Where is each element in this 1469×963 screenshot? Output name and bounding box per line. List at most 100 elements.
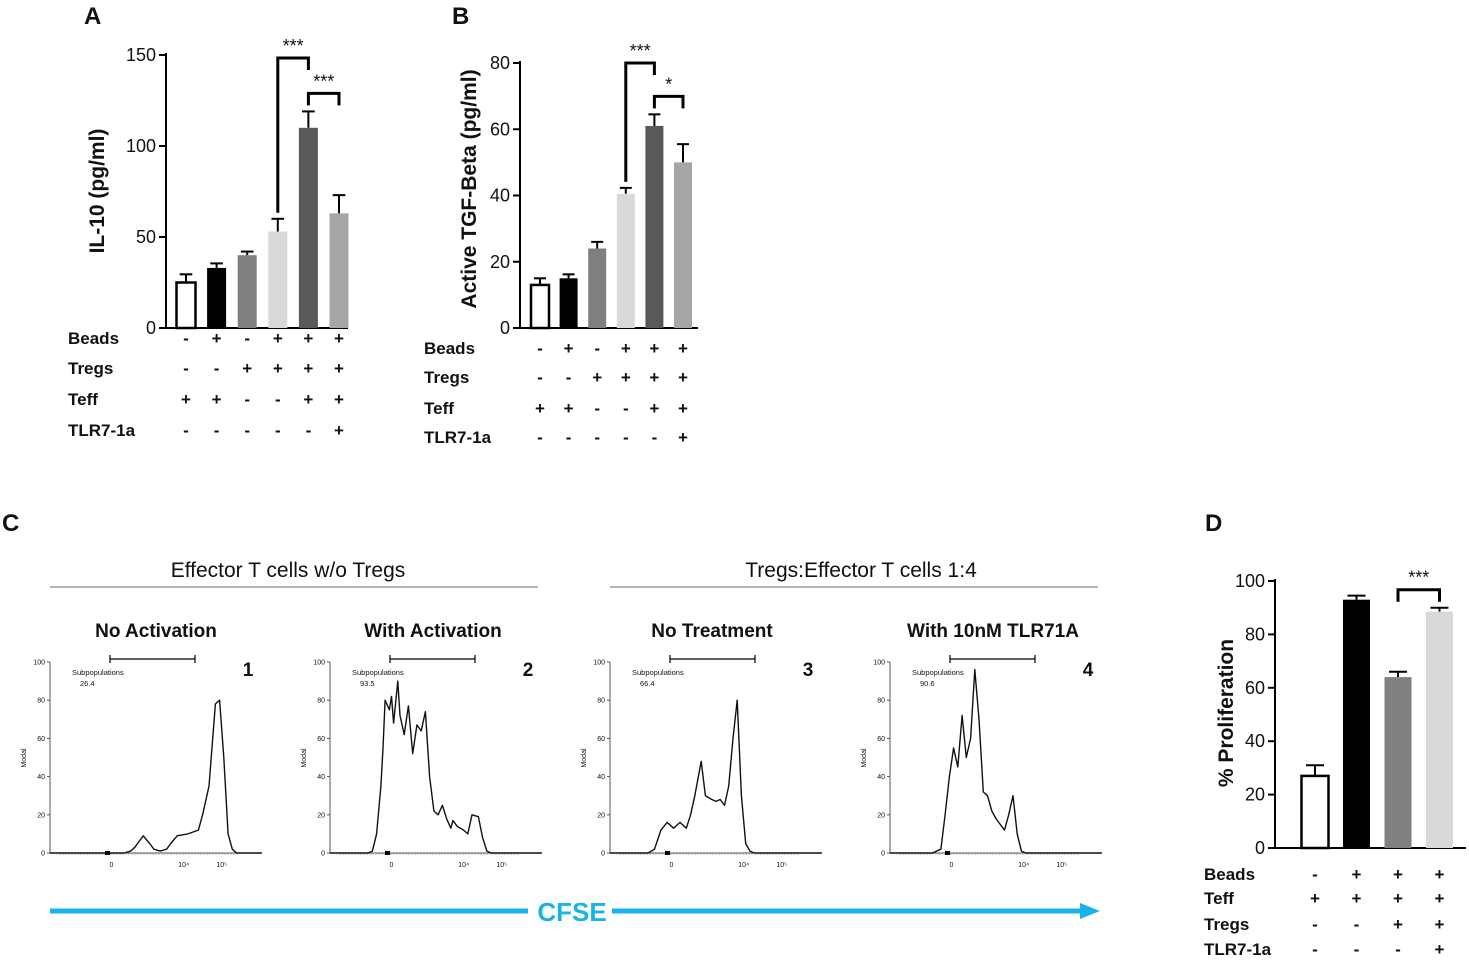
panel-a-significance-bracket <box>276 56 310 213</box>
panel-b-condition-sign: - <box>537 339 543 358</box>
panel-d-bar <box>1426 611 1453 848</box>
histogram-y-tick-label: 80 <box>597 698 605 705</box>
panel-b-condition-sign: - <box>623 399 629 418</box>
panel-b-condition-sign: + <box>649 368 659 387</box>
panel-d-condition-label: Beads <box>1204 865 1255 884</box>
histogram-x-tick-label: 10⁵ <box>776 862 787 869</box>
panel-a-significance-bracket <box>306 91 341 106</box>
group-title-with-tregs: Tregs:Effector T cells 1:4 <box>745 559 977 582</box>
cfse-label: CFSE <box>537 897 606 927</box>
histogram-gate-value: 66.4 <box>640 679 655 688</box>
panel-b-condition-sign: - <box>537 428 543 447</box>
histogram-y-tick-label: 20 <box>37 812 45 819</box>
panel-b-bar <box>588 248 607 328</box>
panel-a-y-axis-title: IL-10 (pg/ml) <box>86 129 109 254</box>
panel-b-condition-sign: + <box>678 399 688 418</box>
panel-b-condition-sign: + <box>649 339 659 358</box>
panel-b-condition-sign: - <box>652 428 658 447</box>
histogram-x-tick-label: 10⁵ <box>216 862 227 869</box>
panel-d-y-axis-title: % Proliferation <box>1215 639 1238 787</box>
panel-d-condition-sign: + <box>1393 865 1403 884</box>
panel-b-condition-sign: + <box>678 339 688 358</box>
panel-d-significance-label: *** <box>1408 568 1429 588</box>
panel-d-y-tick-label: 80 <box>1245 624 1265 644</box>
panel-b-bar <box>529 283 551 330</box>
panel-a-condition-sign: + <box>273 359 283 378</box>
panel-a-y-tick-label: 0 <box>146 318 156 338</box>
panel-b-condition-sign: + <box>564 399 574 418</box>
panel-a-condition-sign: + <box>334 390 344 409</box>
panel-label-b: B <box>452 3 469 30</box>
histogram-title: No Treatment <box>651 621 773 642</box>
histogram-origin-marker <box>385 851 390 855</box>
panel-d-condition-label: TLR7-1a <box>1204 940 1272 959</box>
panel-a-condition-sign: - <box>244 329 250 348</box>
panel-d-condition-sign: - <box>1312 865 1318 884</box>
histogram-gate-bracket <box>949 655 1036 663</box>
histogram-y-tick-label: 60 <box>37 736 45 743</box>
histogram-number: 1 <box>243 660 254 681</box>
histogram-number: 3 <box>803 660 814 681</box>
panel-a-condition-sign: + <box>181 390 191 409</box>
panel-b-condition-label: Beads <box>424 339 475 358</box>
panel-a-bar <box>175 281 197 330</box>
histogram-gate-bracket <box>389 655 476 663</box>
panel-b-significance-label: * <box>665 74 672 94</box>
panel-a-bar <box>268 231 288 328</box>
panel-b-significance-bracket <box>652 94 685 109</box>
panel-label-a: A <box>84 3 101 30</box>
panel-b-significance-bracket <box>624 61 656 182</box>
panel-d-condition-sign: + <box>1435 915 1445 934</box>
histogram-title: With 10nM TLR71A <box>907 621 1079 642</box>
panel-b-condition-sign: + <box>678 428 688 447</box>
histogram-gate-label: Subpopulations <box>912 668 964 677</box>
panel-d-condition-sign: + <box>1393 889 1403 908</box>
panel-b-y-tick-label: 0 <box>500 318 510 338</box>
histogram-y-tick-label: 40 <box>877 774 885 781</box>
panel-b-bar <box>645 125 664 328</box>
histogram-gate-bracket <box>109 655 196 663</box>
panel-a-bar <box>207 267 227 328</box>
panel-b-condition-sign: - <box>594 339 600 358</box>
histogram-title: With Activation <box>364 621 501 642</box>
histogram-y-tick-label: 40 <box>37 774 45 781</box>
panel-d-bar <box>1384 677 1412 848</box>
panel-a-condition-sign: - <box>183 329 189 348</box>
panel-label-c: C <box>2 510 19 537</box>
histogram-y-axis-title: Modal <box>861 748 868 768</box>
panel-b-significance-label: *** <box>630 41 651 61</box>
panel-b-condition-sign: - <box>594 399 600 418</box>
panel-a-bar <box>329 213 349 328</box>
histogram-y-tick-label: 60 <box>317 736 325 743</box>
panel-b-bar <box>559 278 578 328</box>
panel-d-condition-label: Tregs <box>1204 915 1249 934</box>
histogram-y-tick-label: 40 <box>317 774 325 781</box>
panel-a-condition-sign: + <box>334 359 344 378</box>
panel-a-condition-label: Beads <box>68 329 119 348</box>
histogram-gate-bracket <box>669 655 756 663</box>
panel-a-y-tick-label: 50 <box>136 227 156 247</box>
panel-b-condition-sign: + <box>621 339 631 358</box>
panel-a-bar <box>298 127 318 328</box>
histogram-gate-value: 93.5 <box>360 679 375 688</box>
panel-d-y-tick-label: 0 <box>1255 838 1265 858</box>
panel-a-il10-chart: 0 50 100 150 IL-10 (pg/ml) *** *** Beads - + - + + + T… <box>68 36 349 440</box>
panel-a-condition-sign: - <box>183 421 189 440</box>
panel-a-condition-sign: - <box>244 421 250 440</box>
panel-label-d: D <box>1205 510 1222 537</box>
panel-d-condition-sign: + <box>1393 915 1403 934</box>
histogram-curve <box>330 680 542 854</box>
histogram-y-tick-label: 0 <box>321 851 325 858</box>
panel-b-condition-sign: + <box>621 368 631 387</box>
panel-d-condition-sign: - <box>1354 940 1360 959</box>
panel-a-condition-sign: - <box>183 359 189 378</box>
panel-a-y-tick-label: 150 <box>126 45 156 65</box>
panel-d-y-tick-label: 100 <box>1235 571 1265 591</box>
histogram-y-tick-label: 80 <box>317 698 325 705</box>
panel-d-condition-sign: + <box>1310 889 1320 908</box>
histogram-y-tick-label: 80 <box>37 698 45 705</box>
panel-a-condition-label: Teff <box>68 390 98 409</box>
